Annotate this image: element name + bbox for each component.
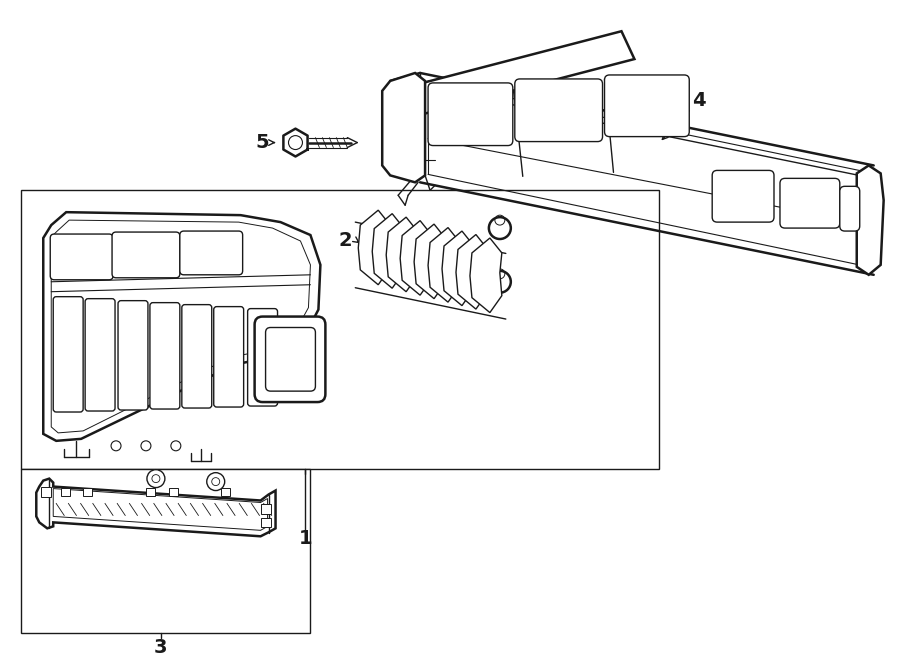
FancyBboxPatch shape (248, 309, 277, 406)
FancyBboxPatch shape (53, 297, 83, 412)
Polygon shape (382, 73, 425, 182)
Polygon shape (857, 165, 884, 275)
FancyBboxPatch shape (180, 231, 243, 275)
FancyBboxPatch shape (118, 301, 148, 410)
Text: 5: 5 (256, 133, 269, 152)
Bar (22, 190, 660, 469)
FancyBboxPatch shape (605, 75, 689, 137)
FancyBboxPatch shape (213, 307, 244, 407)
FancyBboxPatch shape (780, 178, 840, 228)
Polygon shape (392, 31, 634, 119)
Polygon shape (428, 227, 460, 302)
Text: 3: 3 (154, 638, 167, 657)
Polygon shape (386, 217, 418, 292)
Bar (61, 488, 70, 496)
FancyBboxPatch shape (266, 327, 315, 391)
Bar (22, 469, 310, 633)
FancyBboxPatch shape (712, 171, 774, 222)
Bar (261, 504, 271, 514)
Circle shape (489, 271, 511, 293)
Bar (146, 488, 155, 496)
Polygon shape (36, 479, 275, 536)
FancyBboxPatch shape (86, 299, 115, 411)
Bar (83, 488, 92, 496)
Polygon shape (43, 212, 320, 441)
FancyBboxPatch shape (50, 234, 113, 280)
FancyBboxPatch shape (840, 186, 860, 231)
Polygon shape (470, 238, 502, 313)
Text: 2: 2 (338, 231, 352, 249)
Polygon shape (373, 214, 404, 288)
Bar (220, 488, 230, 496)
FancyBboxPatch shape (112, 232, 180, 278)
Polygon shape (400, 221, 432, 295)
Polygon shape (456, 235, 488, 309)
Circle shape (147, 470, 165, 488)
Polygon shape (414, 224, 446, 299)
Circle shape (489, 217, 511, 239)
FancyBboxPatch shape (428, 83, 513, 145)
FancyBboxPatch shape (515, 79, 602, 141)
FancyBboxPatch shape (255, 317, 326, 402)
FancyBboxPatch shape (150, 303, 180, 409)
Text: 4: 4 (692, 91, 706, 110)
Polygon shape (358, 210, 391, 285)
Bar (41, 486, 51, 496)
FancyBboxPatch shape (182, 305, 212, 408)
Bar (169, 488, 178, 496)
Polygon shape (442, 231, 474, 305)
Text: 1: 1 (299, 529, 312, 548)
Circle shape (207, 473, 225, 490)
Bar (261, 518, 271, 527)
